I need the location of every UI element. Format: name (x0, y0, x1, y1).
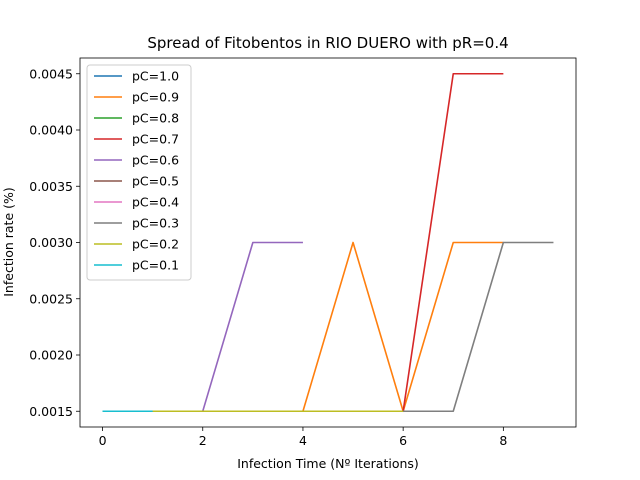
legend-label-8: pC=0.2 (132, 237, 179, 252)
y-tick-label-6: 0.0045 (29, 66, 73, 81)
y-axis-title: Infection rate (%) (1, 187, 16, 297)
x-tick-label-2: 4 (299, 433, 307, 448)
legend-label-9: pC=0.1 (132, 258, 179, 273)
legend-label-4: pC=0.6 (132, 153, 179, 168)
x-tick-label-1: 2 (199, 433, 207, 448)
x-tick-label-4: 8 (499, 433, 507, 448)
legend-label-2: pC=0.8 (132, 111, 179, 126)
y-tick-label-2: 0.0025 (29, 291, 73, 306)
legend-label-5: pC=0.5 (132, 174, 179, 189)
legend-label-0: pC=1.0 (132, 69, 179, 84)
chart-title: Spread of Fitobentos in RIO DUERO with p… (147, 34, 508, 52)
x-tick-label-3: 6 (399, 433, 407, 448)
legend-label-6: pC=0.4 (132, 195, 179, 210)
legend-label-1: pC=0.9 (132, 90, 179, 105)
series-layer (102, 72, 554, 413)
y-tick-label-5: 0.0040 (29, 123, 73, 138)
y-tick-label-4: 0.0035 (29, 179, 73, 194)
x-axis: 0 2 4 6 8 (99, 427, 507, 448)
legend-label-7: pC=0.3 (132, 216, 179, 231)
y-axis: 0.0015 0.0020 0.0025 0.0030 0.0035 0.0040 0.00… (29, 66, 80, 419)
x-axis-title: Infection Time (Nº Iterations) (237, 456, 419, 471)
legend-label-3: pC=0.7 (132, 132, 179, 147)
y-tick-label-3: 0.0030 (29, 235, 73, 250)
x-tick-label-0: 0 (99, 433, 107, 448)
y-tick-label-0: 0.0015 (29, 404, 73, 419)
y-tick-label-1: 0.0020 (29, 348, 73, 363)
legend: pC=1.0 pC=0.9 pC=0.8 pC=0.7 pC=0.6 pC=0.5 pC=0… (86, 64, 192, 281)
